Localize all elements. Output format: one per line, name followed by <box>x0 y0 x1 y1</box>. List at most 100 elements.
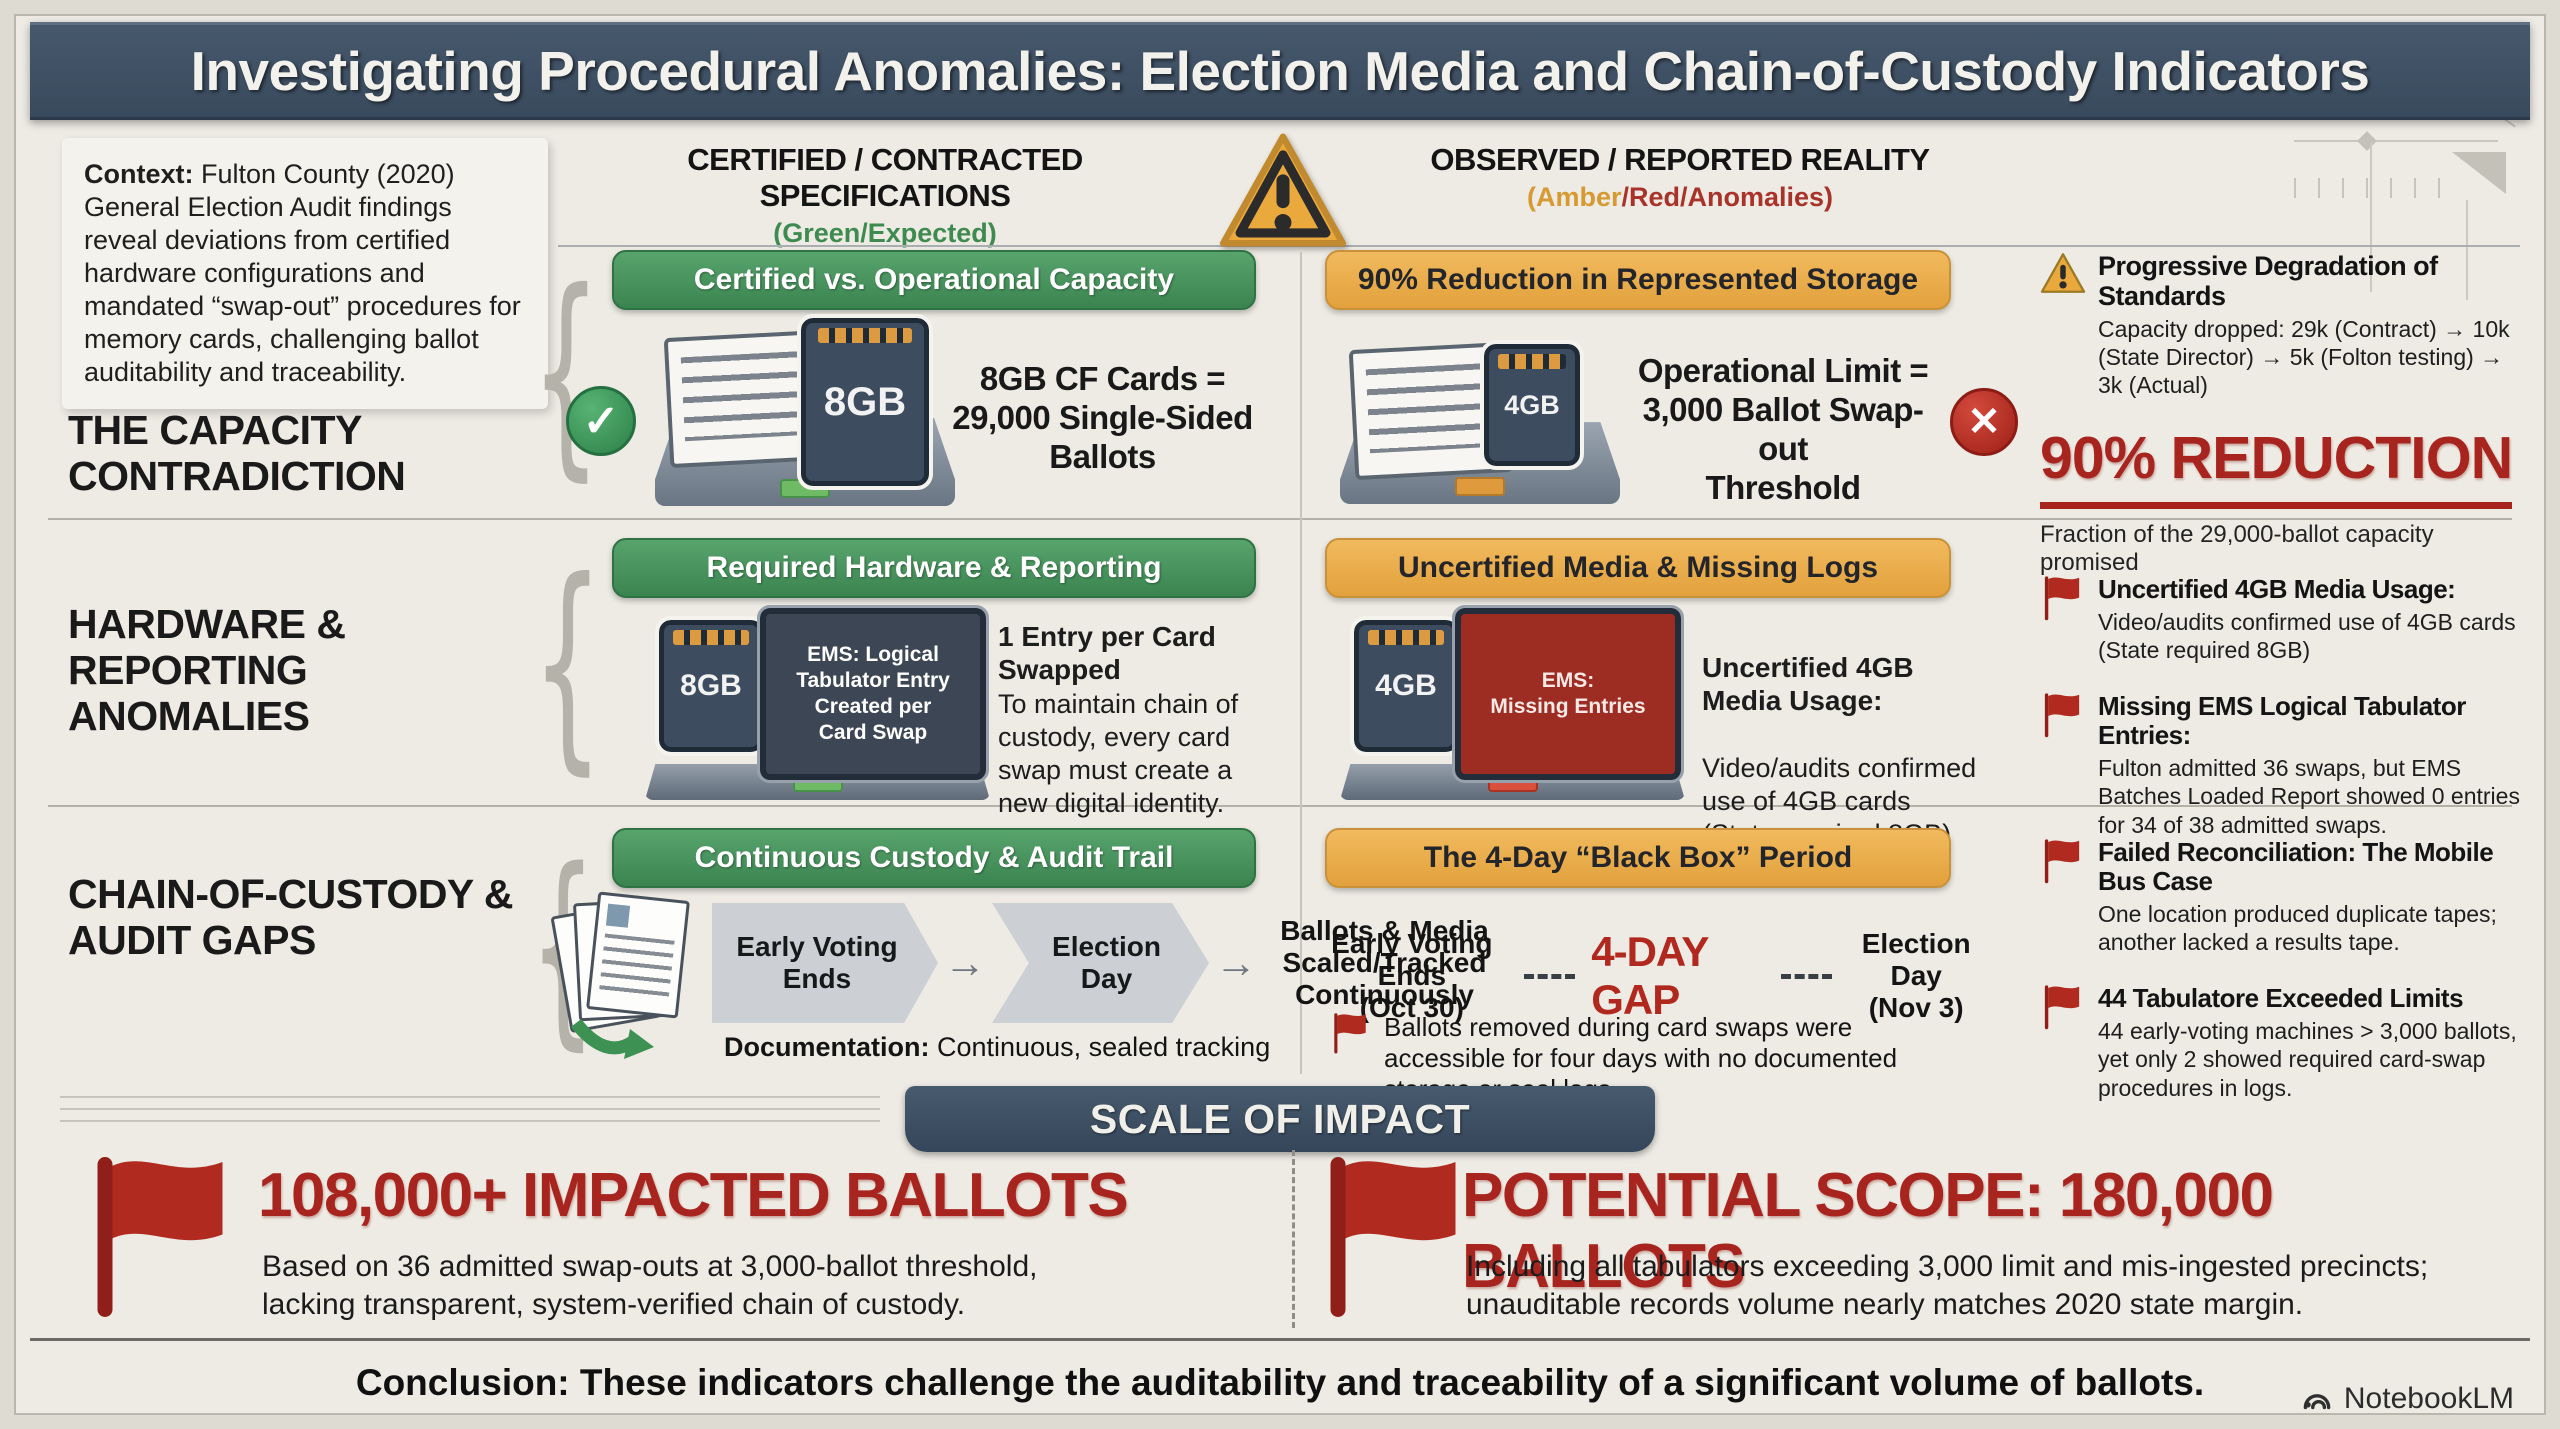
context-text: Fulton County (2020) General Election Au… <box>84 159 521 387</box>
watermark: NotebookLM <box>2298 1380 2514 1418</box>
subtitle-amber-part: (Amber <box>1526 182 1622 212</box>
warning-triangle-icon <box>2040 253 2086 293</box>
potential-scope-headline: POTENTIAL SCOPE: 180,000 BALLOTS <box>1462 1161 2274 1301</box>
documentation-label: Documentation: <box>724 1032 930 1062</box>
green-header-capacity: Certified vs. Operational Capacity <box>612 250 1256 310</box>
impacted-ballots-headline: 108,000+ IMPACTED BALLOTS <box>258 1161 1129 1230</box>
section-label-capacity: THE CAPACITY CONTRADICTION <box>68 407 406 499</box>
decor-node <box>2357 131 2377 151</box>
flag-body: One location produced duplicate tapes; a… <box>2098 901 2497 956</box>
degradation-title: Progressive Degradation of Standards <box>2098 251 2438 311</box>
detail-custody-panel: Failed Reconciliation: The Mobile Bus Ca… <box>2040 837 2525 1130</box>
operational-limit-text: Operational Limit = 3,000 Ballot Swap-ou… <box>1637 352 1929 506</box>
decor-ruler-ticks <box>2294 178 2444 198</box>
row-divider <box>48 518 2512 520</box>
arrow-right-icon: → <box>944 939 986 986</box>
impact-divider <box>1292 1150 1295 1328</box>
memory-card-4gb: 4GB <box>1480 340 1584 470</box>
timeline-step-tracked: Ballots & Media Scaled/Tracked Continuou… <box>1280 914 1489 1011</box>
degradation-body: Capacity dropped: 29k (Contract) → 10k (… <box>2098 316 2510 399</box>
gap-end: Election Day (Nov 3) <box>1861 928 1971 1024</box>
memory-card-4gb: 4GB <box>1350 616 1462 756</box>
four-day-gap-label: 4-DAY GAP <box>1591 928 1708 1024</box>
red-flag-icon-large <box>97 1157 223 1317</box>
decor-line <box>2294 140 2498 142</box>
reduction-caption: Fraction of the 29,000-ballot capacity p… <box>2040 520 2434 576</box>
conclusion-text: Conclusion: These indicators challenge t… <box>355 1362 2205 1403</box>
flag-text: Failed Reconciliation: The Mobile Bus Ca… <box>2098 837 2525 956</box>
flag-text: 44 Tabulatore Exceeded Limits 44 early-v… <box>2098 984 2525 1101</box>
observed-column-title: OBSERVED / REPORTED REALITY <box>1430 142 1930 177</box>
entry-per-swap-body: To maintain chain of custody, every card… <box>998 689 1239 818</box>
timeline-step-early-voting: Early Voting Ends <box>712 903 938 1023</box>
gap-start: Early Voting Ends (Oct 30) <box>1331 928 1493 1024</box>
flag-title: Failed Reconciliation: The Mobile Bus Ca… <box>2098 837 2494 897</box>
section-label-custody: CHAIN-OF-CUSTODY & AUDIT GAPS <box>68 871 514 963</box>
documentation-note: Documentation: Continuous, sealed tracki… <box>724 1032 1270 1063</box>
red-flag-icon <box>2044 693 2080 738</box>
certified-column-header: CERTIFIED / CONTRACTED SPECIFICATIONS (G… <box>565 142 1205 249</box>
card-label: 4GB <box>1375 669 1437 702</box>
column-divider <box>1300 252 1302 1074</box>
memory-card-8gb: 8GB <box>797 314 933 490</box>
green-arrow-icon <box>570 1018 654 1059</box>
documentation-text: Continuous, sealed tracking <box>929 1032 1271 1062</box>
red-flag-icon-large <box>1330 1157 1456 1317</box>
flag-title: Missing EMS Logical Tabulator Entries: <box>2098 691 2466 751</box>
flag-text: Uncertified 4GB Media Usage: Video/audit… <box>2098 574 2525 664</box>
entry-per-swap-lead: 1 Entry per Card Swapped <box>998 621 1216 686</box>
scale-of-impact-banner: SCALE OF IMPACT <box>905 1086 1655 1152</box>
certified-column-subtitle: (Green/Expected) <box>773 218 997 248</box>
context-label: Context: <box>84 159 194 189</box>
amber-header-uncertified: Uncertified Media & Missing Logs <box>1325 538 1951 598</box>
subtitle-red-part: /Red/Anomalies) <box>1621 182 1834 212</box>
timeline-step-election-day: Election Day <box>992 903 1209 1023</box>
memory-card-8gb: 8GB <box>655 616 767 756</box>
card-label: 8GB <box>823 379 907 424</box>
ems-device-illustration: 8GB EMS: Logical Tabulator Entry Created… <box>645 605 990 800</box>
context-box: Context: Fulton County (2020) General El… <box>62 138 548 409</box>
certified-column-title: CERTIFIED / CONTRACTED SPECIFICATIONS <box>687 142 1083 213</box>
green-header-custody: Continuous Custody & Audit Trail <box>612 828 1256 888</box>
green-header-hardware: Required Hardware & Reporting <box>612 538 1256 598</box>
flag-item: Uncertified 4GB Media Usage: Video/audit… <box>2040 574 2525 664</box>
red-flag-icon <box>2044 985 2080 1030</box>
flag-title: Uncertified 4GB Media Usage: <box>2098 574 2456 604</box>
status-led <box>1455 477 1505 496</box>
watermark-label: NotebookLM <box>2343 1382 2514 1415</box>
observed-column-header: OBSERVED / REPORTED REALITY (Amber/Red/A… <box>1355 142 2005 213</box>
flag-body: Fulton admitted 36 swaps, but EMS Batche… <box>2098 755 2520 838</box>
decor-triangle <box>2452 152 2506 194</box>
certified-capacity-text: 8GB CF Cards = 29,000 Single-Sided Ballo… <box>952 360 1253 475</box>
document-page <box>586 891 690 1019</box>
dashed-connector <box>1780 973 1833 979</box>
circuit-decoration <box>2294 57 2524 310</box>
check-icon: ✓ <box>566 386 636 456</box>
flag-body: Video/audits confirmed use of 4GB cards … <box>2098 609 2516 664</box>
potential-scope-subtext: Including all tabulators exceeding 3,000… <box>1466 1250 2429 1321</box>
ems-screen: EMS: Logical Tabulator Entry Created per… <box>757 605 989 783</box>
arrow-right-icon: → <box>1215 939 1257 986</box>
flag-item: Failed Reconciliation: The Mobile Bus Ca… <box>2040 837 2525 956</box>
detail-header: Progressive Degradation of Standards <box>2040 251 2525 311</box>
flag-item: Missing EMS Logical Tabulator Entries: F… <box>2040 692 2525 838</box>
amber-header-blackbox: The 4-Day “Black Box” Period <box>1325 828 1951 888</box>
flag-item: 44 Tabulatore Exceeded Limits 44 early-v… <box>2040 984 2525 1101</box>
decor-line <box>2370 142 2372 292</box>
card-label: 8GB <box>680 669 742 702</box>
decor-lines <box>60 1096 880 1132</box>
flag-text: Missing EMS Logical Tabulator Entries: F… <box>2098 692 2525 838</box>
dashed-connector <box>1523 973 1576 979</box>
card-label: 4GB <box>1504 389 1560 420</box>
detail-hardware-panel: Uncertified 4GB Media Usage: Video/audit… <box>2040 574 2525 867</box>
notebooklm-logo-icon <box>2303 1394 2331 1410</box>
impacted-ballots-subtext: Based on 36 admitted swap-outs at 3,000-… <box>262 1250 1038 1321</box>
header-divider <box>558 245 2520 247</box>
ems-missing-entries-illustration: 4GB EMS: Missing Entries <box>1340 605 1685 800</box>
cross-icon: ✕ <box>1950 388 2018 456</box>
entry-per-swap-text: 1 Entry per Card Swapped To maintain cha… <box>998 620 1273 820</box>
decor-line <box>2466 200 2468 300</box>
flag-body: 44 early-voting machines > 3,000 ballots… <box>2098 1018 2517 1101</box>
tabulator-4gb-illustration: 4GB <box>1340 330 1620 508</box>
